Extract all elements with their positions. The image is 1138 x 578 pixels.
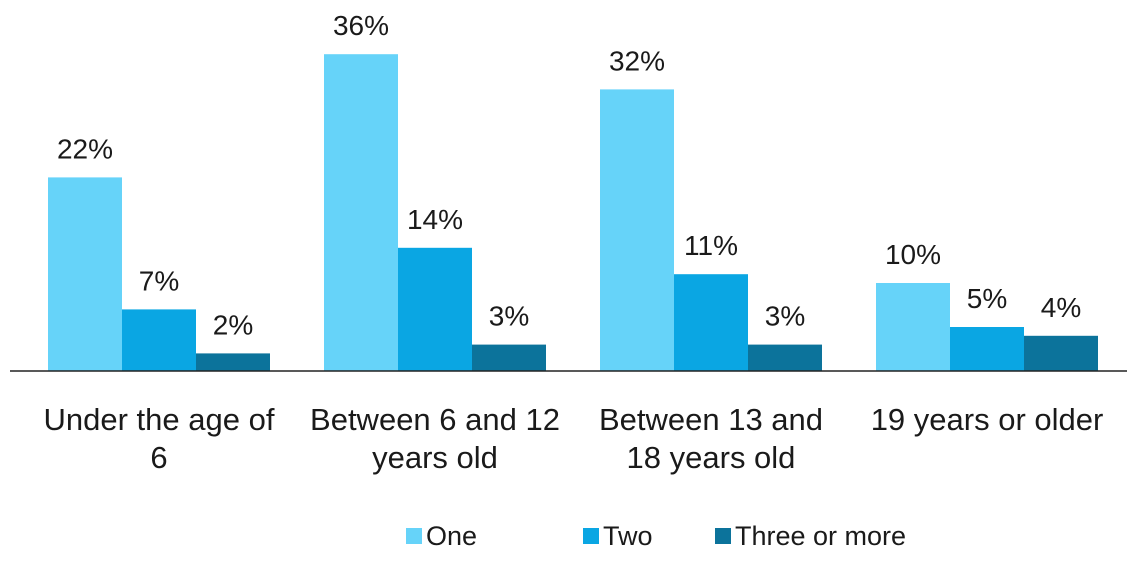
category-labels-layer: Under the age of 6 Between 6 and 12 years o… bbox=[44, 402, 1104, 475]
category-label-line: Between 13 and bbox=[599, 402, 823, 437]
bars-layer bbox=[48, 54, 1098, 372]
data-label: 3% bbox=[489, 301, 529, 332]
bar-one-3 bbox=[876, 283, 950, 371]
bar-one-0 bbox=[48, 177, 122, 371]
data-label: 2% bbox=[213, 309, 253, 340]
legend-label: Three or more bbox=[735, 521, 906, 551]
category-label-line: Under the age of bbox=[44, 402, 275, 437]
data-label: 14% bbox=[407, 204, 463, 235]
data-label: 32% bbox=[609, 45, 665, 76]
data-label: 5% bbox=[967, 283, 1007, 314]
category-label-line: years old bbox=[372, 440, 498, 475]
category-label-line: 18 years old bbox=[627, 440, 796, 475]
data-label: 36% bbox=[333, 10, 389, 41]
data-label: 11% bbox=[684, 230, 738, 261]
bar-two-2 bbox=[674, 274, 748, 371]
data-label: 10% bbox=[885, 239, 941, 270]
legend: One Two Three or more bbox=[406, 521, 906, 551]
data-label: 3% bbox=[765, 301, 805, 332]
bar-three-or-more-3 bbox=[1024, 335, 1098, 371]
legend-label: One bbox=[426, 521, 477, 551]
category-label-line: 6 bbox=[150, 440, 167, 475]
legend-swatch-three-or-more bbox=[715, 528, 731, 544]
legend-label: Two bbox=[603, 521, 653, 551]
bar-two-3 bbox=[950, 327, 1024, 371]
bar-three-or-more-1 bbox=[472, 344, 546, 371]
bar-two-1 bbox=[398, 247, 472, 371]
value-labels-layer: 22% 7% 2% 36% 14% 3% 32% 11% 3% 10% 5% 4% bbox=[57, 10, 1081, 340]
bar-one-1 bbox=[324, 54, 398, 371]
legend-swatch-one bbox=[406, 528, 422, 544]
bar-two-0 bbox=[122, 309, 196, 371]
bar-one-2 bbox=[600, 89, 674, 372]
data-label: 4% bbox=[1041, 292, 1081, 323]
legend-swatch-two bbox=[583, 528, 599, 544]
category-label-line: Between 6 and 12 bbox=[310, 402, 560, 437]
category-label-line: 19 years or older bbox=[871, 402, 1104, 437]
bar-three-or-more-2 bbox=[748, 344, 822, 371]
category-label: Under the age of 6 bbox=[44, 402, 275, 475]
category-label: Between 13 and 18 years old bbox=[599, 402, 823, 475]
bar-three-or-more-0 bbox=[196, 353, 270, 371]
data-label: 7% bbox=[139, 265, 179, 296]
category-label: 19 years or older bbox=[871, 402, 1104, 437]
data-label: 22% bbox=[57, 133, 113, 164]
category-label: Between 6 and 12 years old bbox=[310, 402, 560, 475]
